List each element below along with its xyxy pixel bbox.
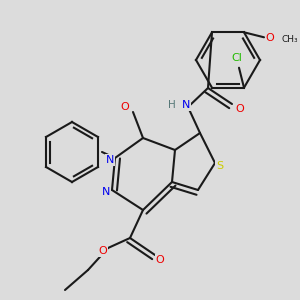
Text: Cl: Cl	[232, 53, 242, 63]
Text: O: O	[266, 33, 274, 43]
Text: N: N	[102, 187, 110, 197]
Text: O: O	[99, 246, 107, 256]
Text: N: N	[182, 100, 190, 110]
Text: H: H	[168, 100, 176, 110]
Text: O: O	[236, 104, 244, 114]
Text: O: O	[121, 102, 129, 112]
Text: O: O	[156, 255, 164, 265]
Text: S: S	[216, 161, 224, 171]
Text: CH₃: CH₃	[282, 35, 298, 44]
Text: N: N	[106, 155, 114, 165]
